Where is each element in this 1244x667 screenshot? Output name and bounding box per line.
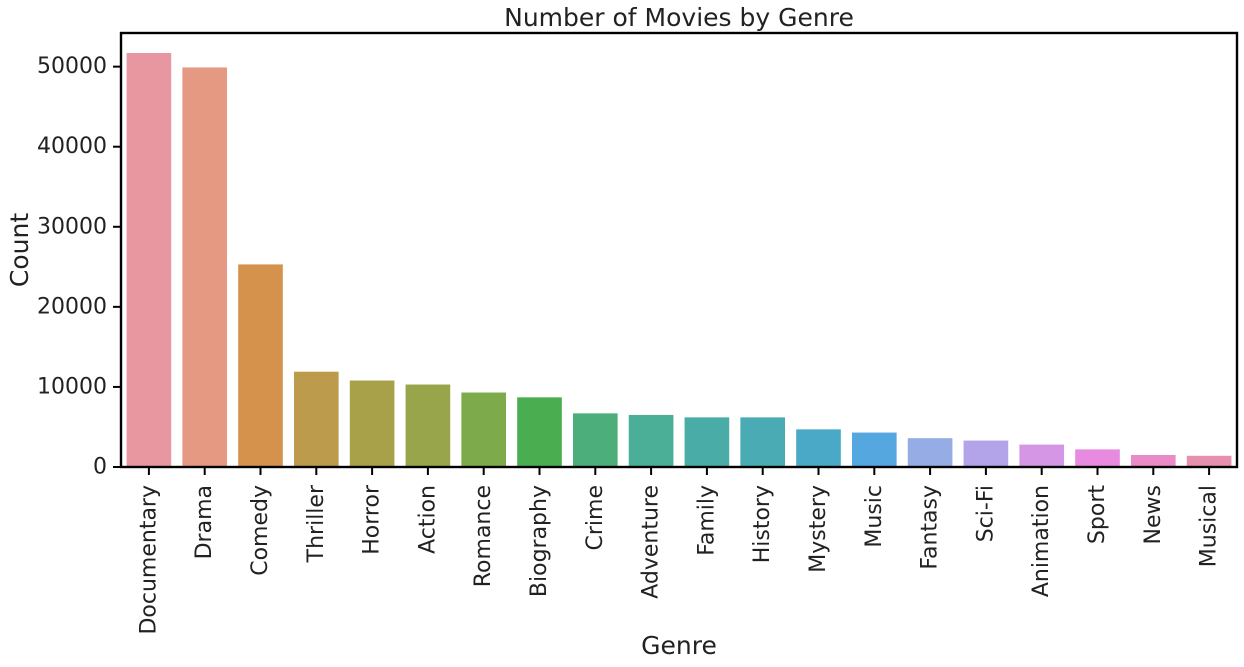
x-tick-label: Sci-Fi xyxy=(973,485,998,542)
y-axis: 0 10000 20000 30000 40000 50000 xyxy=(37,54,121,480)
y-tick-label: 30000 xyxy=(37,214,107,239)
bar-horror xyxy=(349,380,395,467)
bar-sci-fi xyxy=(963,440,1009,467)
bar-musical xyxy=(1186,455,1232,467)
bar-music xyxy=(851,432,897,467)
bar-fantasy xyxy=(907,438,953,467)
x-tick-label: Family xyxy=(694,485,719,556)
x-tick-label: Comedy xyxy=(248,485,273,576)
x-tick-label: Musical xyxy=(1197,485,1222,567)
y-axis-label: Count xyxy=(5,213,34,287)
x-tick-label: Biography xyxy=(527,485,552,597)
bar-mystery xyxy=(796,429,841,467)
bar-family xyxy=(684,417,730,467)
x-tick-label: Animation xyxy=(1029,485,1054,597)
x-tick-label: Documentary xyxy=(136,485,161,635)
y-tick-label: 20000 xyxy=(37,294,107,319)
x-tick-label: Mystery xyxy=(806,485,831,573)
bar-action xyxy=(405,384,451,467)
chart-title: Number of Movies by Genre xyxy=(504,3,854,32)
bar-comedy xyxy=(238,264,283,467)
x-tick-label: Music xyxy=(862,485,887,548)
x-tick-label: Romance xyxy=(471,485,496,587)
x-tick-label: Adventure xyxy=(639,485,664,599)
bar-news xyxy=(1130,454,1176,467)
x-tick-label: News xyxy=(1141,485,1166,544)
x-tick-label: History xyxy=(750,485,775,563)
x-tick-label: Horror xyxy=(360,484,385,555)
y-tick-label: 40000 xyxy=(37,134,107,159)
bar-romance xyxy=(461,392,507,467)
bars-layer xyxy=(126,53,1232,467)
y-tick-label: 0 xyxy=(93,455,107,480)
x-axis: Documentary Drama Comedy Thriller Horror Acti… xyxy=(136,467,1222,635)
bar-adventure xyxy=(628,414,674,467)
x-tick-label: Crime xyxy=(583,485,608,550)
bar-crime xyxy=(572,413,618,467)
x-tick-label: Drama xyxy=(192,485,217,559)
bar-animation xyxy=(1019,444,1065,467)
bar-history xyxy=(740,417,786,467)
x-tick-label: Action xyxy=(415,485,440,554)
x-axis-label: Genre xyxy=(641,631,717,660)
x-tick-label: Fantasy xyxy=(918,485,943,570)
x-tick-label: Thriller xyxy=(304,484,329,563)
bar-sport xyxy=(1075,449,1120,467)
plot-frame xyxy=(119,31,1239,469)
bar-biography xyxy=(517,397,562,467)
bar-documentary xyxy=(126,53,172,467)
bar-drama xyxy=(182,67,228,467)
y-tick-label: 10000 xyxy=(37,374,107,399)
bar-thriller xyxy=(293,371,339,467)
y-tick-label: 50000 xyxy=(37,54,107,79)
x-tick-label: Sport xyxy=(1085,485,1110,544)
